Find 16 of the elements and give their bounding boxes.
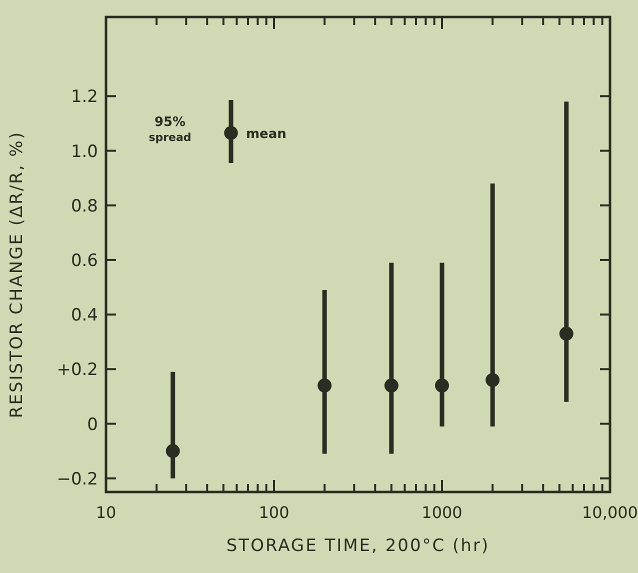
x-tick-label: 10,000 [582,503,638,522]
x-tick-label: 1000 [422,503,462,522]
annotation: mean [246,127,286,142]
y-tick-label: 1.0 [70,142,98,162]
y-tick-label: +0.2 [56,360,98,380]
y-tick-label: 0.6 [70,250,98,271]
y-tick-label: 0.8 [70,196,98,216]
x-tick-label: 10 [96,503,116,522]
annotation: 95% spread [148,115,192,144]
x-axis-title: STORAGE TIME, 200°C (hr) [226,536,490,556]
x-tick-label: 100 [258,503,290,522]
y-tick-label: 1.2 [70,87,98,108]
y-tick-label: 0.4 [70,306,98,326]
y-tick-label: −0.2 [56,469,98,490]
y-axis-title: RESISTOR CHANGE (ΔR/R, %) [7,130,27,418]
y-tick-label: 0 [87,414,98,435]
